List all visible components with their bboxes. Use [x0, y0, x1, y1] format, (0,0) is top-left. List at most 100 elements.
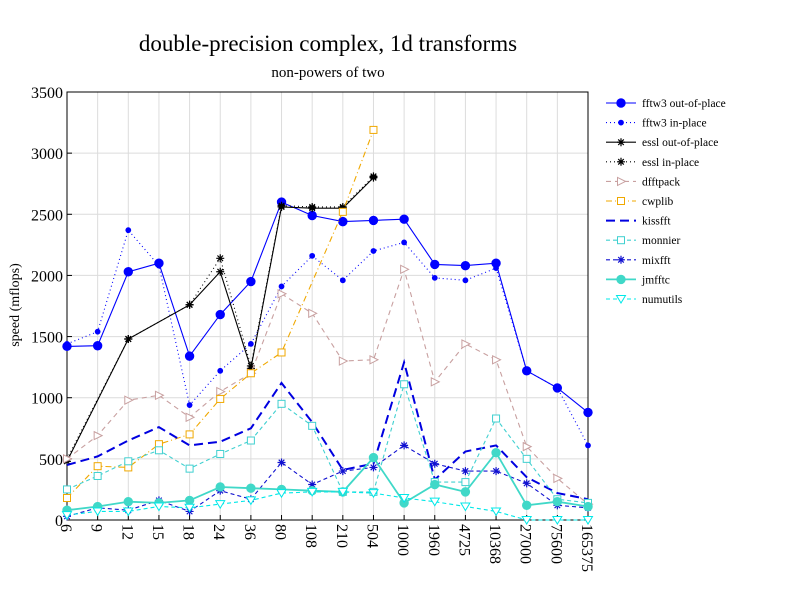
data-point — [64, 341, 70, 347]
data-point — [522, 500, 532, 511]
data-point — [523, 367, 530, 374]
legend-item-numutils: numutils — [606, 294, 683, 306]
x-tick-label: 1000 — [394, 524, 411, 556]
data-point — [154, 446, 163, 455]
data-point — [583, 501, 593, 512]
x-tick-label: 1960 — [425, 524, 442, 556]
data-point — [430, 259, 440, 270]
data-point — [217, 367, 224, 374]
x-tick-label: 27000 — [517, 524, 534, 564]
legend-label: kissfft — [642, 216, 671, 228]
data-point — [399, 214, 409, 224]
series-line — [66, 491, 588, 521]
legend: fftw3 out-of-place fftw3 in-place essl out… — [606, 98, 726, 306]
data-point — [400, 264, 410, 275]
data-point — [369, 172, 378, 181]
data-point — [63, 485, 71, 494]
legend-swatch-marker — [617, 197, 625, 205]
x-tick-label: 80 — [272, 524, 289, 540]
legend-swatch-marker — [616, 98, 626, 108]
data-point — [307, 210, 317, 221]
data-point — [185, 412, 196, 423]
data-point — [246, 361, 255, 370]
series-line — [66, 444, 589, 517]
data-point — [368, 452, 379, 463]
x-tick-label: 108 — [302, 524, 319, 548]
chart-subtitle: non-powers of two — [271, 65, 384, 81]
data-point — [278, 283, 285, 290]
data-point — [398, 493, 410, 503]
data-point — [216, 386, 226, 397]
x-tick-label: 6 — [57, 524, 74, 532]
data-point — [429, 497, 441, 507]
series-essl-in-place — [63, 172, 378, 463]
data-point — [124, 335, 133, 344]
y-tick-label: 2500 — [31, 207, 63, 224]
data-point — [585, 442, 591, 449]
series-monnier — [63, 380, 592, 507]
x-tick-label: 9 — [88, 524, 105, 532]
data-point — [370, 248, 377, 254]
data-point — [490, 507, 502, 517]
axes: 0 500 1000 1500 2000 2500 3000 3500 6 9 12 15 18 24 36… — [31, 85, 595, 572]
data-point — [123, 267, 133, 277]
data-point — [522, 454, 531, 463]
legend-item-cwplib: cwplib — [606, 196, 674, 208]
legend-swatch-marker — [615, 295, 627, 304]
data-point — [368, 215, 379, 226]
data-point — [215, 309, 225, 320]
data-point — [522, 441, 533, 452]
legend-swatch-marker — [616, 274, 626, 285]
data-point — [277, 458, 286, 467]
data-point — [554, 385, 561, 391]
data-point — [125, 227, 132, 234]
data-point — [308, 202, 317, 211]
legend-swatch-marker — [617, 236, 625, 245]
series-line — [66, 201, 589, 413]
data-point — [93, 430, 104, 441]
series-line — [66, 451, 589, 512]
data-point — [461, 339, 472, 349]
data-point — [461, 478, 470, 487]
y-tick-label: 2000 — [31, 268, 63, 285]
data-point — [492, 467, 501, 476]
x-tick-label: 18 — [180, 524, 197, 540]
data-point — [492, 414, 501, 423]
data-point — [338, 356, 349, 366]
y-tick-label: 1500 — [31, 330, 63, 347]
legend-swatch-marker — [617, 255, 625, 264]
x-tick-label: 10368 — [486, 524, 503, 564]
legend-item-dfftpack: dfftpack — [606, 176, 680, 188]
data-point — [308, 421, 317, 430]
data-point — [122, 507, 134, 517]
data-point — [246, 436, 255, 445]
legend-swatch-marker — [617, 176, 627, 187]
data-point — [92, 507, 104, 517]
legend-label: dfftpack — [642, 176, 680, 188]
legend-swatch-marker — [618, 119, 624, 126]
data-point — [276, 489, 287, 499]
legend-item-essl-in-place: essl in-place — [606, 157, 699, 169]
data-point — [522, 479, 531, 488]
legend-item-essl-out-of-place: essl out-of-place — [606, 137, 718, 149]
chart-title: double-precision complex, 1d transforms — [139, 31, 517, 56]
data-point — [309, 252, 316, 259]
series-fftw3-in-place — [64, 227, 591, 449]
series-fftw3-out-of-place — [62, 197, 593, 418]
data-point — [338, 207, 347, 216]
y-axis-label: speed (mflops) — [8, 263, 23, 347]
y-tick-label: 3000 — [31, 146, 63, 163]
data-point — [94, 328, 101, 335]
data-point — [185, 430, 194, 439]
data-point — [552, 496, 563, 507]
series-cwplib — [63, 125, 378, 502]
legend-swatch-marker — [617, 138, 625, 147]
y-tick-label: 0 — [55, 513, 63, 530]
legend-label: numutils — [642, 294, 683, 306]
data-point — [337, 487, 349, 497]
data-point — [521, 516, 533, 525]
series-dfftpack — [63, 264, 594, 509]
data-point — [92, 341, 103, 351]
data-point — [491, 448, 501, 458]
